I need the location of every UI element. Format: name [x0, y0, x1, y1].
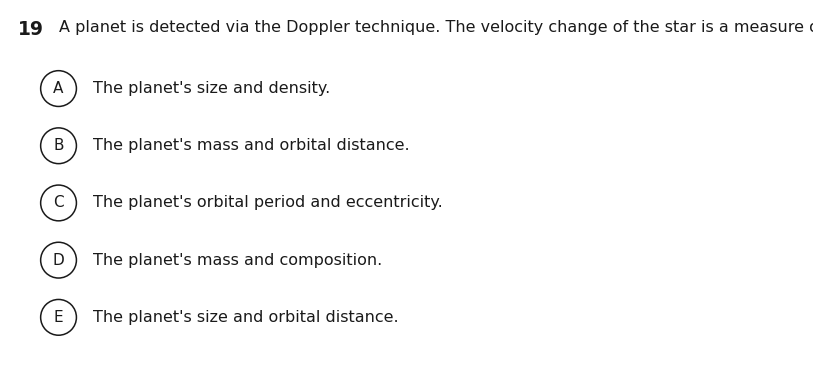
Text: The planet's size and density.: The planet's size and density. — [93, 81, 331, 96]
Text: The planet's size and orbital distance.: The planet's size and orbital distance. — [93, 310, 399, 325]
Text: A: A — [54, 81, 63, 96]
Text: D: D — [53, 253, 64, 268]
Text: The planet's mass and composition.: The planet's mass and composition. — [93, 253, 383, 268]
Text: B: B — [54, 138, 63, 153]
Text: A planet is detected via the Doppler technique. The velocity change of the star : A planet is detected via the Doppler tec… — [59, 20, 813, 35]
Text: The planet's orbital period and eccentricity.: The planet's orbital period and eccentri… — [93, 196, 443, 210]
Text: The planet's mass and orbital distance.: The planet's mass and orbital distance. — [93, 138, 410, 153]
Text: E: E — [54, 310, 63, 325]
Text: C: C — [53, 196, 64, 210]
Text: 19: 19 — [18, 20, 44, 39]
